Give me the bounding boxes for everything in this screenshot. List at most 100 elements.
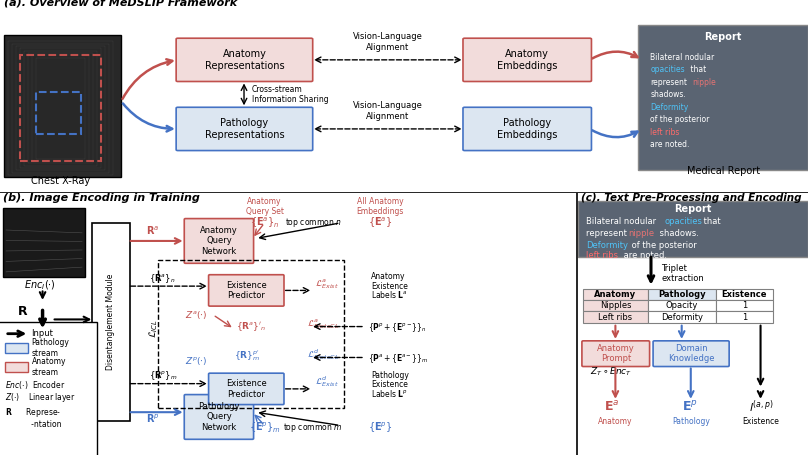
FancyBboxPatch shape [4,35,121,177]
Text: Anatomy
Embeddings: Anatomy Embeddings [497,49,558,71]
Bar [158,260,343,409]
Text: $\mathbf{R}$      Represe-: $\mathbf{R}$ Represe- [5,406,61,419]
FancyBboxPatch shape [3,207,85,277]
Text: $\mathcal{L}^a_{Exist}$: $\mathcal{L}^a_{Exist}$ [315,277,339,291]
Text: opacities: opacities [665,217,703,226]
Text: Report: Report [674,203,712,213]
FancyBboxPatch shape [716,288,773,300]
Text: Anatomy
Query
Network: Anatomy Query Network [200,226,238,256]
Text: Bilateral nodular: Bilateral nodular [650,53,715,62]
Text: $\{\mathbf{E}^p\}_m$: $\{\mathbf{E}^p\}_m$ [249,420,280,435]
Text: Anatomy
Prompt: Anatomy Prompt [597,344,634,364]
Text: Pathology
Embeddings: Pathology Embeddings [497,118,558,140]
Text: $\mathbf{R}^a$: $\mathbf{R}^a$ [146,225,159,237]
Text: top common $m$: top common $m$ [284,421,343,434]
Text: $Enc(\cdot)$  Encoder: $Enc(\cdot)$ Encoder [5,379,65,390]
Text: left ribs: left ribs [586,252,618,260]
FancyBboxPatch shape [638,25,808,170]
Text: $Z^a(\cdot)$: $Z^a(\cdot)$ [186,309,208,321]
FancyBboxPatch shape [176,38,313,81]
Text: Deformity: Deformity [661,313,703,322]
Text: $\{\mathbf{E}^p\}$: $\{\mathbf{E}^p\}$ [368,420,393,435]
Text: Anatomy: Anatomy [595,290,637,299]
Text: Existence: Existence [371,282,408,290]
Text: Medical Report: Medical Report [687,166,760,176]
Text: Bilateral nodular: Bilateral nodular [586,217,659,226]
Text: Anatomy
Query Set: Anatomy Query Set [246,197,284,217]
Text: Pathology
stream: Pathology stream [32,338,69,358]
Text: Labels $\mathbf{L}^a$: Labels $\mathbf{L}^a$ [371,289,408,300]
Text: (c). Text Pre-Processing and Encoding: (c). Text Pre-Processing and Encoding [581,192,802,202]
Text: Existence
Predictor: Existence Predictor [226,281,267,300]
Text: $\{\mathbf{E}^a\}_n$: $\{\mathbf{E}^a\}_n$ [250,216,280,230]
Text: $\{\mathbf{P}^a+\{\mathbf{E}^{a-}\}\}_m$: $\{\mathbf{P}^a+\{\mathbf{E}^{a-}\}\}_m$ [368,353,428,365]
Text: Existence: Existence [742,417,779,426]
FancyBboxPatch shape [184,394,254,440]
Text: $\mathcal{L}_{ICL}$: $\mathcal{L}_{ICL}$ [147,318,160,338]
Text: Chest X-Ray: Chest X-Ray [31,177,90,187]
Text: Input: Input [32,329,53,338]
Text: Existence: Existence [722,290,768,299]
Text: $\mathcal{L}^d_{ProtoCL}$: $\mathcal{L}^d_{ProtoCL}$ [307,347,339,362]
Text: Vision-Language
Alignment: Vision-Language Alignment [353,101,423,121]
Text: top common $n$: top common $n$ [284,217,342,229]
FancyBboxPatch shape [716,300,773,311]
Text: that: that [701,217,721,226]
FancyBboxPatch shape [463,107,591,151]
Text: $\mathbf{E}^a$: $\mathbf{E}^a$ [604,400,620,414]
Text: that: that [688,66,707,74]
Text: $\{\mathbf{R}^a\}_n$: $\{\mathbf{R}^a\}_n$ [149,273,175,285]
Text: Cross-stream
Information Sharing: Cross-stream Information Sharing [252,85,329,104]
FancyBboxPatch shape [582,341,650,367]
FancyBboxPatch shape [208,373,284,404]
Text: $Enc_I(\cdot)$: $Enc_I(\cdot)$ [24,279,57,292]
Text: nipple: nipple [692,78,716,87]
FancyBboxPatch shape [208,275,284,306]
Text: left ribs: left ribs [650,127,680,136]
Text: Deformity: Deformity [586,241,628,250]
FancyBboxPatch shape [0,322,97,455]
Text: Anatomy
Representations: Anatomy Representations [204,49,284,71]
FancyBboxPatch shape [583,288,647,300]
Text: Existence
Predictor: Existence Predictor [226,379,267,399]
FancyBboxPatch shape [578,201,808,257]
Text: Left ribs: Left ribs [599,313,633,322]
FancyBboxPatch shape [647,288,716,300]
Text: $\mathcal{L}^a_{ProtoCL}$: $\mathcal{L}^a_{ProtoCL}$ [307,318,339,331]
FancyBboxPatch shape [583,311,647,323]
Text: $\{\mathbf{R}^a\}'_n$: $\{\mathbf{R}^a\}'_n$ [236,320,267,333]
Text: Pathology
Representations: Pathology Representations [204,118,284,140]
Text: Anatomy
stream: Anatomy stream [32,357,66,377]
Text: $\{\mathbf{E}^a\}$: $\{\mathbf{E}^a\}$ [368,216,393,230]
Text: Vision-Language
Alignment: Vision-Language Alignment [353,32,423,51]
FancyBboxPatch shape [5,362,28,372]
Text: -ntation: -ntation [5,420,61,429]
Text: Pathology: Pathology [658,290,705,299]
FancyBboxPatch shape [647,300,716,311]
Text: represent: represent [586,229,629,238]
Text: nipple: nipple [629,229,654,238]
Text: 1: 1 [742,313,747,322]
Text: (b). Image Encoding in Training: (b). Image Encoding in Training [3,192,200,202]
Text: Anatomy: Anatomy [598,417,633,426]
Text: are noted.: are noted. [650,140,690,149]
Text: Report: Report [705,32,742,42]
Text: Labels $\mathbf{L}^p$: Labels $\mathbf{L}^p$ [371,388,408,399]
Text: shadows.: shadows. [650,90,686,99]
Text: Pathology: Pathology [371,371,409,380]
Text: $\{\mathbf{R}^p\}_m$: $\{\mathbf{R}^p\}_m$ [149,369,178,382]
Text: Domain
Knowledge: Domain Knowledge [668,344,714,364]
FancyBboxPatch shape [184,218,254,263]
Text: $\mathbf{R}^p$: $\mathbf{R}^p$ [146,412,159,425]
Text: $\mathbf{R}$: $\mathbf{R}$ [17,305,28,318]
Text: $Z_T \circ Enc_T$: $Z_T \circ Enc_T$ [591,365,633,378]
Text: 1: 1 [742,301,747,310]
FancyBboxPatch shape [583,300,647,311]
Text: Pathology
Query
Network: Pathology Query Network [198,402,240,432]
Text: (a). Overview of MeDSLIP Framework: (a). Overview of MeDSLIP Framework [4,0,238,8]
Text: Triplet
extraction: Triplet extraction [662,263,705,283]
FancyBboxPatch shape [647,311,716,323]
Text: $\mathcal{L}^d_{Exist}$: $\mathcal{L}^d_{Exist}$ [315,374,339,389]
Text: $Z^p(\cdot)$: $Z^p(\cdot)$ [186,354,208,367]
Text: $l^{(a,p)}$: $l^{(a,p)}$ [749,398,773,415]
